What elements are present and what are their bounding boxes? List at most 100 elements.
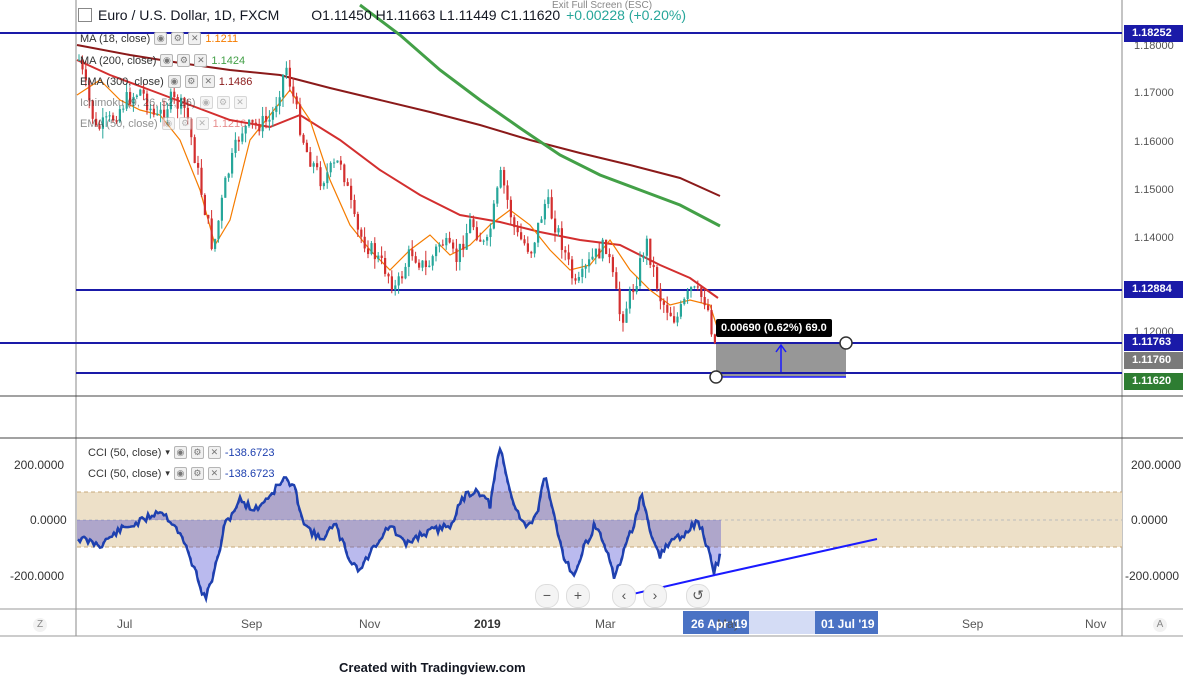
- candle-body: [176, 97, 179, 109]
- candle-body: [285, 67, 288, 75]
- candle-body: [465, 232, 468, 250]
- candle-body: [282, 74, 285, 98]
- gear-icon[interactable]: ⚙: [184, 75, 198, 88]
- close-icon[interactable]: ✕: [233, 96, 247, 109]
- candle-body: [268, 119, 271, 122]
- candle-body: [112, 115, 115, 121]
- candle-body: [319, 167, 322, 187]
- candle-body: [210, 218, 213, 249]
- candle-body: [78, 59, 81, 61]
- cci-legend-1-label[interactable]: CCI (50, close): [88, 446, 162, 459]
- candle-body: [350, 185, 353, 200]
- candle-body: [414, 256, 417, 263]
- candle-body: [258, 123, 261, 132]
- time-label-2019: 2019: [474, 617, 501, 631]
- candle-body: [635, 286, 638, 293]
- candle-body: [537, 222, 540, 243]
- cci-legend-2-label[interactable]: CCI (50, close): [88, 467, 162, 480]
- indicator-legend-value: 1.1486: [218, 75, 253, 88]
- measure-handle-start[interactable]: [709, 370, 723, 384]
- gear-icon[interactable]: ⚙: [171, 32, 185, 45]
- eye-icon[interactable]: ◉: [161, 117, 175, 130]
- gear-icon[interactable]: ⚙: [216, 96, 230, 109]
- reset-chart-button[interactable]: ↺: [686, 584, 710, 608]
- candle-body: [95, 118, 98, 126]
- indicator-legend-label[interactable]: MA (18, close): [80, 32, 151, 45]
- gear-icon[interactable]: ⚙: [190, 446, 204, 459]
- gear-icon[interactable]: ⚙: [190, 467, 204, 480]
- candle-body: [642, 255, 645, 259]
- measure-handle-end[interactable]: [839, 336, 853, 350]
- gear-icon[interactable]: ⚙: [177, 54, 191, 67]
- indicator-legend-label[interactable]: Ichimoku (9, 26, 52, 26): [80, 96, 196, 109]
- ema-50-line[interactable]: [76, 59, 719, 299]
- candle-body: [588, 259, 591, 267]
- eye-icon[interactable]: ◉: [199, 96, 213, 109]
- indicator-legend-label[interactable]: EMA (300, close): [80, 75, 164, 88]
- candle-body: [523, 239, 526, 244]
- eye-icon[interactable]: ◉: [160, 54, 174, 67]
- candle-body: [622, 314, 625, 323]
- chevron-down-icon[interactable]: ▾: [165, 447, 170, 457]
- eye-icon[interactable]: ◉: [173, 446, 187, 459]
- candle-body: [118, 109, 121, 122]
- indicator-legend-label[interactable]: EMA (50, close): [80, 117, 158, 130]
- candle-body: [261, 115, 264, 132]
- indicator-legend-label[interactable]: MA (200, close): [80, 54, 157, 67]
- time-label-mar: Mar: [595, 617, 616, 631]
- price-tick: 1.16000: [1134, 136, 1174, 148]
- log-scale-toggle[interactable]: Z: [33, 618, 47, 632]
- exit-fullscreen-label[interactable]: Exit Full Screen (ESC): [552, 0, 653, 11]
- scroll-back-button[interactable]: ‹: [612, 584, 636, 608]
- close-icon[interactable]: ✕: [188, 32, 202, 45]
- candle-body: [713, 334, 716, 343]
- eye-icon[interactable]: ◉: [167, 75, 181, 88]
- close-icon[interactable]: ✕: [194, 54, 208, 67]
- candle-body: [356, 214, 359, 230]
- candle-body: [605, 239, 608, 254]
- candle-body: [251, 119, 254, 123]
- ma-18-line[interactable]: [76, 79, 719, 331]
- cci-trendline-2[interactable]: [714, 538, 878, 576]
- candle-body: [326, 172, 329, 184]
- indicator-legend: MA (18, close) ◉ ⚙ ✕ 1.1211: [80, 32, 238, 45]
- candle-body: [574, 278, 577, 281]
- candle-body: [305, 142, 308, 153]
- price-tick: 1.18000: [1134, 40, 1174, 52]
- candle-body: [428, 265, 431, 267]
- ma-200-line[interactable]: [359, 3, 721, 228]
- auto-scale-toggle[interactable]: A: [1153, 618, 1167, 632]
- gear-icon[interactable]: ⚙: [178, 117, 192, 130]
- symbol-title[interactable]: Euro / U.S. Dollar, 1D, FXCM: [98, 7, 280, 23]
- candle-body: [180, 97, 183, 109]
- candle-body: [129, 92, 132, 105]
- cci-line[interactable]: [76, 445, 722, 604]
- close-icon[interactable]: ✕: [207, 467, 221, 480]
- price-tag: 1.12884: [1124, 281, 1183, 298]
- candle-body: [530, 251, 533, 254]
- zoom-out-button[interactable]: −: [535, 584, 559, 608]
- scroll-forward-button[interactable]: ›: [643, 584, 667, 608]
- chevron-down-icon[interactable]: ▾: [165, 468, 170, 478]
- candle-body: [679, 304, 682, 317]
- eye-icon[interactable]: ◉: [173, 467, 187, 480]
- close-icon[interactable]: ✕: [201, 75, 215, 88]
- candle-body: [710, 310, 713, 335]
- candle-body: [373, 243, 376, 260]
- candle-body: [207, 214, 210, 219]
- candle-body: [302, 134, 305, 143]
- close-icon[interactable]: ✕: [207, 446, 221, 459]
- eye-icon[interactable]: ◉: [154, 32, 168, 45]
- candle-body: [452, 242, 455, 249]
- close-icon[interactable]: ✕: [195, 117, 209, 130]
- cci-legend-2: CCI (50, close) ▾ ◉ ⚙ ✕ -138.6723: [88, 467, 274, 480]
- candle-body: [234, 139, 237, 153]
- zoom-in-button[interactable]: +: [566, 584, 590, 608]
- candle-body: [152, 108, 155, 115]
- collapse-icon[interactable]: [78, 8, 92, 22]
- indicator-legend-value: 1.1216: [212, 117, 247, 130]
- candles-group: [78, 54, 716, 345]
- candle-body: [445, 237, 448, 246]
- candle-body: [292, 86, 295, 97]
